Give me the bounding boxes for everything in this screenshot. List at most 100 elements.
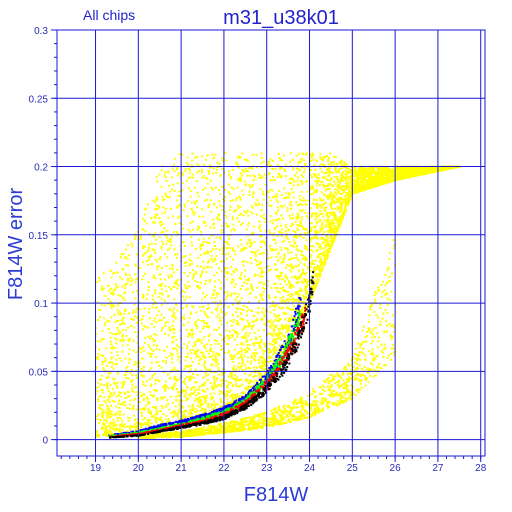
data-point [299, 308, 302, 311]
data-point [143, 213, 146, 216]
data-point [157, 310, 160, 313]
data-point [317, 176, 320, 179]
data-point [116, 372, 119, 375]
data-point [294, 317, 297, 320]
data-point [196, 156, 199, 159]
data-point [96, 390, 99, 393]
data-point [133, 326, 136, 329]
data-point [323, 185, 326, 188]
data-point [306, 190, 309, 193]
data-point [327, 160, 330, 163]
data-point [113, 289, 116, 292]
data-point [152, 415, 155, 418]
data-point [96, 415, 99, 418]
data-point [134, 397, 137, 400]
data-point [247, 214, 250, 217]
data-point [285, 266, 288, 269]
data-point [329, 152, 332, 155]
data-point [232, 199, 235, 202]
data-point [183, 367, 186, 370]
data-point [219, 173, 222, 176]
data-point [237, 207, 240, 210]
data-point [173, 414, 176, 417]
data-point [301, 153, 304, 156]
data-point [252, 314, 255, 317]
data-point [275, 338, 278, 341]
data-point [335, 193, 338, 196]
data-point [189, 368, 192, 371]
data-point [110, 357, 113, 360]
data-point [140, 322, 143, 325]
data-point [379, 167, 382, 170]
data-point [195, 354, 198, 357]
data-point [299, 180, 302, 183]
data-point [250, 242, 253, 245]
data-point [278, 291, 281, 294]
data-point [112, 428, 115, 431]
data-point [194, 368, 197, 371]
data-point [190, 259, 193, 262]
data-point [276, 175, 279, 178]
data-point [143, 253, 146, 256]
data-point [285, 283, 288, 286]
data-point [231, 302, 234, 305]
data-point [292, 217, 295, 220]
data-point [408, 168, 411, 171]
data-point [288, 324, 291, 327]
data-point [336, 189, 339, 192]
data-point [206, 266, 209, 269]
data-point [305, 285, 308, 288]
data-point [345, 193, 348, 196]
data-point [225, 224, 228, 227]
data-point [289, 160, 292, 163]
data-point [264, 364, 267, 367]
data-point [183, 203, 186, 206]
data-point [196, 325, 199, 328]
data-point [280, 338, 283, 341]
data-point [225, 295, 228, 298]
data-point [314, 213, 317, 216]
data-point [143, 245, 146, 248]
data-point [219, 260, 222, 263]
data-point [208, 279, 211, 282]
data-point [300, 190, 303, 193]
data-point [303, 296, 306, 299]
data-point [334, 232, 337, 235]
data-point [190, 375, 193, 378]
data-point [214, 153, 217, 156]
data-point [239, 196, 242, 199]
data-point [189, 264, 192, 267]
data-point [320, 269, 323, 272]
data-point [231, 218, 234, 221]
data-point [98, 378, 101, 381]
data-point [247, 389, 250, 392]
data-point [372, 171, 375, 174]
data-point [128, 407, 131, 410]
data-point [247, 334, 250, 337]
data-point [253, 225, 256, 228]
data-point [165, 414, 168, 417]
data-point [155, 389, 158, 392]
data-point [330, 184, 333, 187]
data-point [307, 261, 310, 264]
data-point [172, 285, 175, 288]
data-point [259, 187, 262, 190]
data-point [114, 283, 117, 286]
data-point [161, 222, 164, 225]
data-point [129, 417, 132, 420]
data-point [245, 211, 248, 214]
data-point [173, 368, 176, 371]
data-point [241, 152, 244, 155]
data-point [170, 275, 173, 278]
data-point [185, 296, 188, 299]
data-point [259, 355, 262, 358]
data-point [231, 247, 234, 250]
data-point [139, 371, 142, 374]
data-point [253, 387, 256, 390]
data-point [95, 386, 98, 389]
data-point [104, 321, 107, 324]
data-point [221, 247, 224, 250]
data-point [166, 421, 169, 424]
data-point [227, 191, 230, 194]
data-point [272, 219, 275, 222]
